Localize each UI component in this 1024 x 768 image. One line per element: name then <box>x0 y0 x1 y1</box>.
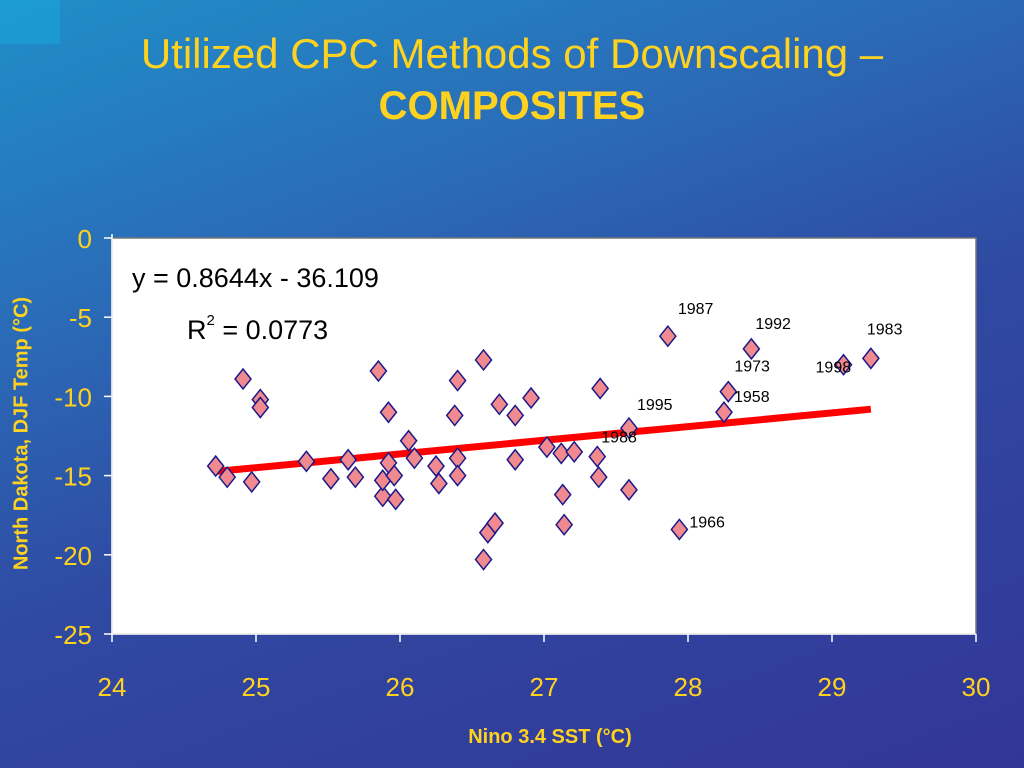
trendline-group <box>215 405 872 475</box>
regression-equation: y = 0.8644x - 36.109 R2 = 0.0773 <box>132 263 379 345</box>
point-year-label: 1995 <box>637 397 673 414</box>
x-tick-label: 29 <box>818 672 847 702</box>
x-tick-label: 25 <box>242 672 271 702</box>
data-point <box>861 347 880 370</box>
data-point <box>537 435 556 459</box>
data-point <box>506 404 525 427</box>
axes: 24 25 26 27 28 29 30 0 -5 -10 -15 -20 -25 <box>54 224 990 702</box>
data-points <box>206 325 880 571</box>
data-point <box>715 401 733 424</box>
data-point <box>448 369 467 392</box>
point-year-label: 1987 <box>678 301 714 318</box>
data-point <box>234 367 253 391</box>
slide-title: Utilized CPC Methods of Downscaling – CO… <box>0 28 1024 132</box>
point-year-label: 1988 <box>601 430 637 447</box>
point-year-label: 1983 <box>867 321 903 338</box>
data-point <box>474 548 493 571</box>
data-point <box>242 470 261 494</box>
data-point <box>429 472 448 495</box>
y-tick-label: -10 <box>54 382 92 412</box>
data-point <box>474 348 493 372</box>
r-squared-superscript: 2 <box>207 312 215 329</box>
data-point <box>486 511 505 535</box>
data-point <box>553 483 572 506</box>
data-point <box>552 442 571 465</box>
data-point <box>619 416 638 440</box>
data-point <box>218 465 237 489</box>
data-point <box>742 337 761 361</box>
data-point <box>670 518 689 541</box>
data-point <box>588 445 607 468</box>
x-tick-label: 24 <box>98 672 127 702</box>
x-tick-label: 30 <box>962 672 991 702</box>
data-point <box>385 464 404 487</box>
r-squared-letter: R <box>187 315 207 345</box>
data-point <box>591 377 610 400</box>
data-point <box>506 448 525 471</box>
data-point <box>251 396 270 419</box>
data-point <box>346 465 365 489</box>
x-tick-label: 28 <box>674 672 703 702</box>
data-point <box>339 448 358 471</box>
y-tick-label: -25 <box>54 620 92 650</box>
data-point <box>321 467 340 490</box>
r-squared-text: R2 = 0.0773 <box>187 312 328 345</box>
data-point <box>555 513 574 536</box>
data-point <box>399 429 418 452</box>
point-year-label: 1958 <box>734 389 770 406</box>
data-point <box>448 464 467 487</box>
corner-decoration <box>0 0 60 44</box>
data-point <box>619 478 638 502</box>
point-year-label: 1973 <box>734 359 770 376</box>
trendline <box>215 405 872 475</box>
y-tick-label: 0 <box>78 224 92 254</box>
data-point <box>445 404 464 427</box>
data-point <box>589 465 608 489</box>
plot-area <box>111 237 977 635</box>
data-point <box>405 446 424 470</box>
data-point <box>834 353 853 376</box>
data-point <box>490 393 509 416</box>
data-point <box>565 440 584 464</box>
data-point <box>522 386 541 410</box>
point-year-label: 1992 <box>755 316 791 333</box>
x-tick-label: 26 <box>386 672 415 702</box>
point-year-label: 1966 <box>689 514 725 531</box>
data-point <box>373 484 392 508</box>
y-axis-title: North Dakota, DJF Temp (°C) <box>10 296 33 571</box>
y-tick-label: -15 <box>54 462 92 492</box>
point-year-label: 1998 <box>816 360 852 377</box>
y-tick-label: -5 <box>69 303 92 333</box>
y-tick-label: -20 <box>54 541 92 571</box>
data-point <box>206 454 225 478</box>
data-point <box>386 488 405 511</box>
x-tick-label: 27 <box>530 672 559 702</box>
x-axis-title: Nino 3.4 SST (°C) <box>468 726 632 748</box>
slide-title-line1: Utilized CPC Methods of Downscaling – <box>140 30 884 77</box>
data-point <box>658 325 677 348</box>
data-point <box>297 450 316 473</box>
r-squared-value: = 0.0773 <box>215 315 328 345</box>
data-point <box>369 359 388 383</box>
equation-text: y = 0.8644x - 36.109 <box>132 263 379 293</box>
data-point <box>379 401 398 424</box>
slide-title-line2: COMPOSITES <box>378 84 646 128</box>
data-point <box>719 380 738 403</box>
